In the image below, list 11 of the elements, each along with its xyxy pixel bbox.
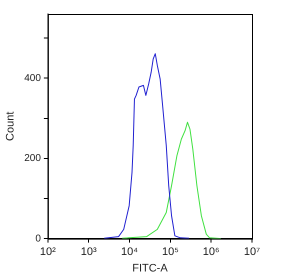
x-tick-label: 10²	[40, 246, 56, 258]
y-tick-label: 400	[24, 72, 42, 84]
x-tick-label: 10⁶	[202, 246, 220, 258]
y-tick-label: 0	[35, 233, 42, 244]
x-tick-label: 10⁷	[244, 246, 260, 258]
x-axis-title: FITC-A	[132, 262, 168, 274]
x-tick-label: 10⁵	[162, 246, 179, 258]
x-tick-label: 10⁴	[121, 246, 138, 258]
y-tick-label: 200	[24, 153, 42, 164]
y-axis-title: Count	[4, 112, 17, 141]
x-tick-label: 10³	[80, 246, 97, 258]
